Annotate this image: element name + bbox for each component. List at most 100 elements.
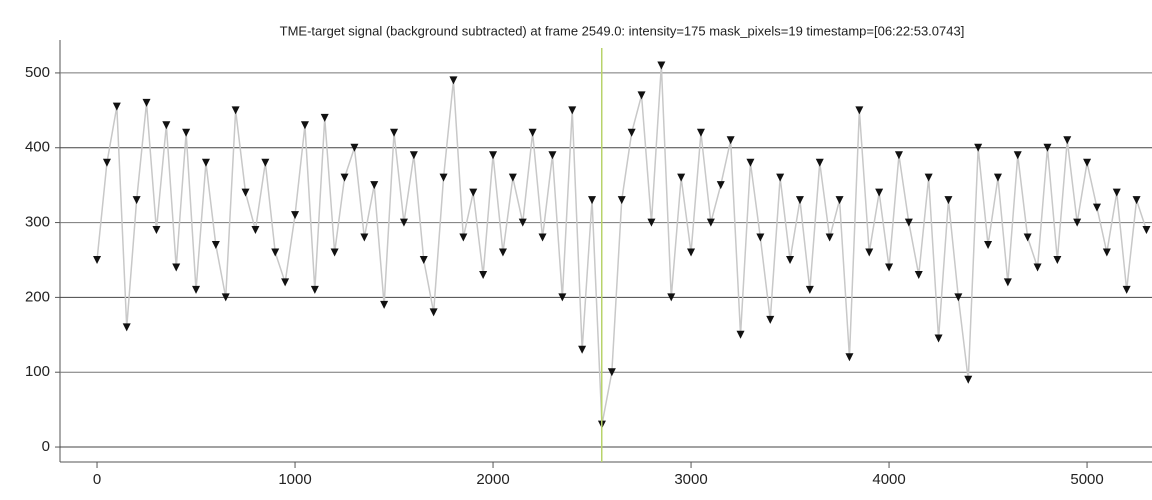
- y-tick-label: 0: [42, 438, 50, 455]
- point-marker: [984, 241, 993, 250]
- point-marker: [964, 375, 973, 384]
- point-marker: [934, 334, 943, 343]
- point-marker: [726, 136, 735, 145]
- point-marker: [617, 196, 626, 205]
- point-marker: [281, 278, 290, 287]
- point-marker: [1122, 285, 1131, 294]
- point-marker: [1063, 136, 1072, 145]
- point-marker: [1102, 248, 1111, 257]
- point-marker: [251, 226, 260, 235]
- point-marker: [865, 248, 874, 257]
- point-marker: [261, 158, 270, 167]
- point-marker: [1112, 188, 1121, 197]
- point-marker: [1083, 158, 1092, 167]
- point-marker: [786, 255, 795, 264]
- point-marker: [518, 218, 527, 227]
- point-marker: [548, 151, 557, 160]
- point-marker: [122, 323, 131, 332]
- point-marker: [855, 106, 864, 115]
- point-marker: [508, 173, 517, 182]
- point-marker: [1132, 196, 1141, 205]
- point-marker: [914, 270, 923, 279]
- point-marker: [211, 241, 220, 250]
- point-marker: [845, 353, 854, 362]
- point-marker: [370, 181, 379, 190]
- x-tick-label: 5000: [1070, 471, 1103, 488]
- point-marker: [746, 158, 755, 167]
- point-marker: [489, 151, 498, 160]
- point-marker: [568, 106, 577, 115]
- point-marker: [627, 128, 636, 137]
- x-tick-label: 2000: [476, 471, 509, 488]
- point-marker: [894, 151, 903, 160]
- point-marker: [142, 98, 151, 107]
- point-marker: [795, 196, 804, 205]
- point-marker: [776, 173, 785, 182]
- point-marker: [399, 218, 408, 227]
- point-marker: [1053, 255, 1062, 264]
- point-marker: [271, 248, 280, 257]
- point-marker: [875, 188, 884, 197]
- point-marker: [162, 121, 171, 130]
- point-marker: [1043, 143, 1052, 152]
- point-marker: [736, 330, 745, 339]
- x-tick-label: 1000: [278, 471, 311, 488]
- point-marker: [221, 293, 230, 302]
- point-marker: [310, 285, 319, 294]
- point-marker: [449, 76, 458, 85]
- point-marker: [825, 233, 834, 242]
- point-marker: [805, 285, 814, 294]
- point-marker: [340, 173, 349, 182]
- point-marker: [409, 151, 418, 160]
- point-marker: [835, 196, 844, 205]
- point-marker: [687, 248, 696, 257]
- point-marker: [390, 128, 399, 137]
- point-marker: [607, 368, 616, 377]
- point-marker: [182, 128, 191, 137]
- point-marker: [192, 285, 201, 294]
- y-tick-label: 500: [25, 64, 50, 81]
- point-marker: [132, 196, 141, 205]
- point-marker: [528, 128, 537, 137]
- x-tick-label: 4000: [872, 471, 905, 488]
- point-marker: [380, 300, 389, 309]
- point-marker: [1013, 151, 1022, 160]
- point-marker: [924, 173, 933, 182]
- y-tick-label: 100: [25, 363, 50, 380]
- point-marker: [459, 233, 468, 242]
- point-marker: [974, 143, 983, 152]
- point-marker: [172, 263, 181, 272]
- point-marker: [241, 188, 250, 197]
- x-tick-label: 0: [93, 471, 101, 488]
- point-marker: [350, 143, 359, 152]
- point-marker: [588, 196, 597, 205]
- point-marker: [944, 196, 953, 205]
- x-tick-label: 3000: [674, 471, 707, 488]
- point-marker: [954, 293, 963, 302]
- point-marker: [706, 218, 715, 227]
- point-marker: [320, 113, 329, 122]
- point-marker: [716, 181, 725, 190]
- point-marker: [1073, 218, 1082, 227]
- point-marker: [112, 102, 121, 111]
- point-marker: [815, 158, 824, 167]
- point-marker: [1003, 278, 1012, 287]
- point-marker: [300, 121, 309, 130]
- point-marker: [1142, 226, 1151, 235]
- point-marker: [231, 106, 240, 115]
- point-marker: [766, 315, 775, 324]
- point-marker: [419, 255, 428, 264]
- point-marker: [429, 308, 438, 317]
- point-marker: [538, 233, 547, 242]
- point-marker: [360, 233, 369, 242]
- point-marker: [904, 218, 913, 227]
- point-marker: [439, 173, 448, 182]
- point-marker: [677, 173, 686, 182]
- point-marker: [578, 345, 587, 354]
- point-marker: [993, 173, 1002, 182]
- point-marker: [756, 233, 765, 242]
- point-marker: [647, 218, 656, 227]
- point-marker: [637, 91, 646, 100]
- point-marker: [1033, 263, 1042, 272]
